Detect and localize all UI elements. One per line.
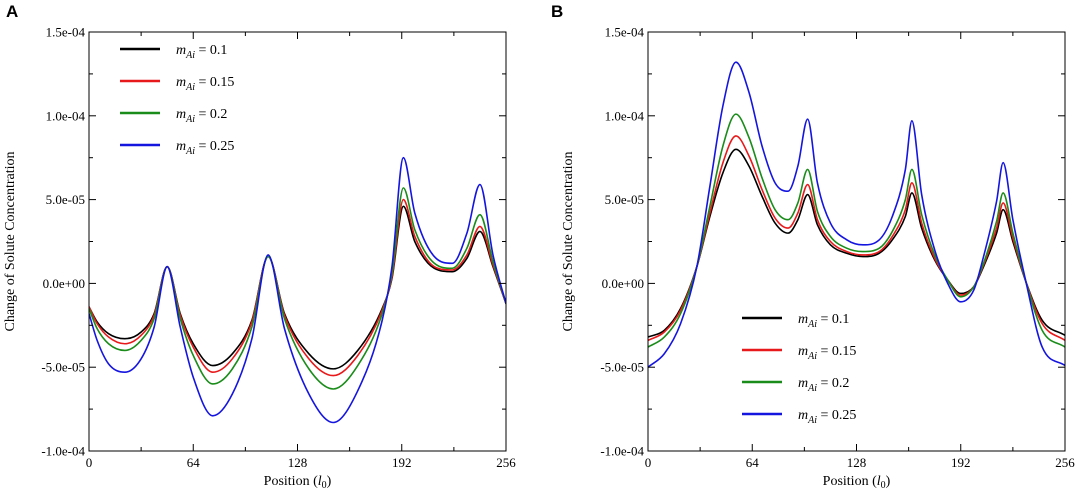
y-axis-label: Change of Solute Concentration — [561, 151, 576, 331]
y-tick-label: 1.5e-04 — [605, 25, 645, 40]
x-tick-label: 0 — [86, 455, 93, 470]
x-axis-label: Position (l0) — [823, 474, 891, 491]
y-tick-label: -5.0e-05 — [600, 360, 644, 375]
series-line-0-2 — [89, 187, 506, 390]
legend-label: mAi = 0.25 — [798, 408, 856, 426]
series-line-0-1 — [89, 205, 506, 370]
x-tick-label: 128 — [847, 455, 867, 470]
x-axis-label: Position (l0) — [264, 474, 332, 491]
plot-frame — [88, 31, 507, 452]
plot-frame — [647, 31, 1066, 452]
x-tick-label: 192 — [951, 455, 971, 470]
chart-panel-a: A 0 64 128 192 256 -1.0e-04 -5.0e-05 0.0e+00 5.0e… — [3, 2, 516, 491]
legend-label: mAi = 0.1 — [798, 312, 849, 330]
y-tick-label: -1.0e-04 — [600, 444, 644, 459]
x-tick-label: 256 — [496, 455, 516, 470]
legend-label: mAi = 0.1 — [176, 43, 227, 61]
x-tick-label: 64 — [187, 455, 201, 470]
series-group — [89, 156, 506, 424]
y-tick-label: -5.0e-05 — [41, 360, 85, 375]
legend-label: mAi = 0.2 — [176, 107, 227, 125]
legend-label: mAi = 0.15 — [798, 344, 856, 362]
x-tick-label: 0 — [645, 455, 652, 470]
chart-panel-b: B 0 64 128 192 256 -1.0e-04 -5.0e-05 0.0e+00 5.0e… — [551, 2, 1075, 491]
panel-letter: A — [6, 2, 18, 21]
legend-label: mAi = 0.25 — [176, 139, 234, 157]
x-tick-label: 128 — [288, 455, 308, 470]
legend: mAi = 0.1 mAi = 0.15 mAi = 0.2 mAi = 0.25 — [120, 43, 234, 157]
series-line-0-2 — [648, 113, 1065, 348]
y-tick-label: 1.0e-04 — [46, 108, 86, 123]
series-line-0-15 — [89, 198, 506, 377]
y-tick-label: 5.0e-05 — [46, 192, 85, 207]
y-tick-label: 5.0e-05 — [605, 192, 644, 207]
x-tick-label: 256 — [1055, 455, 1075, 470]
y-tick-label: 1.0e-04 — [605, 108, 645, 123]
series-line-0-15 — [648, 135, 1065, 342]
y-tick-label: 0.0e+00 — [43, 276, 85, 291]
legend-label: mAi = 0.2 — [798, 376, 849, 394]
y-tick-label: 1.5e-04 — [46, 25, 86, 40]
x-tick-label: 64 — [746, 455, 760, 470]
series-line-0-1 — [648, 148, 1065, 338]
series-group — [648, 61, 1065, 368]
x-tick-label: 192 — [392, 455, 412, 470]
legend: mAi = 0.1 mAi = 0.15 mAi = 0.2 mAi = 0.25 — [742, 312, 856, 426]
legend-label: mAi = 0.15 — [176, 75, 234, 93]
series-line-0-25 — [89, 156, 506, 424]
series-line-0-25 — [648, 61, 1065, 368]
y-tick-label: 0.0e+00 — [602, 276, 644, 291]
y-axis-label: Change of Solute Concentration — [3, 151, 18, 331]
panel-letter: B — [551, 2, 563, 21]
y-tick-label: -1.0e-04 — [41, 444, 85, 459]
